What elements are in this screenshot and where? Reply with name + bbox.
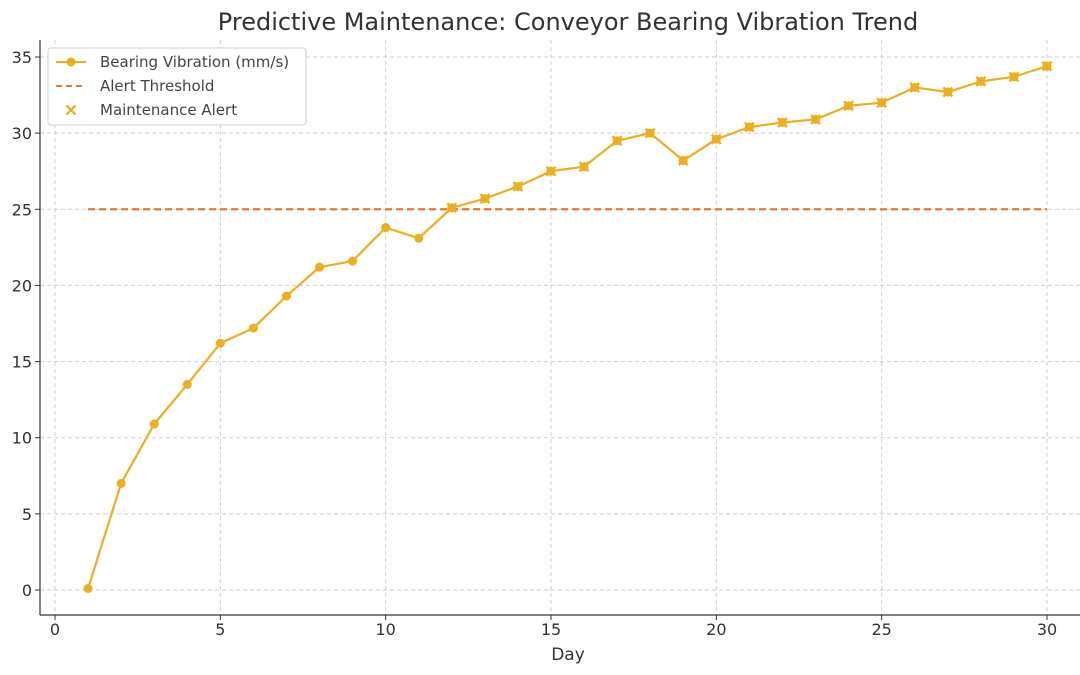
legend-dot-marker — [66, 57, 76, 67]
maintenance-alert-marker — [975, 76, 987, 87]
vibration-point — [414, 233, 424, 243]
legend-x-marker — [65, 104, 77, 116]
axes — [35, 40, 1080, 620]
maintenance-alert-marker — [1008, 71, 1020, 83]
vibration-point — [348, 256, 358, 266]
vibration-point — [281, 291, 291, 301]
maintenance-alert-marker — [677, 155, 689, 166]
x-tick-label: 5 — [215, 620, 225, 639]
chart-title: Predictive Maintenance: Conveyor Bearing… — [218, 8, 918, 36]
vibration-point — [116, 478, 126, 488]
y-tick-label: 25 — [12, 200, 32, 219]
y-tick-label: 20 — [12, 276, 32, 295]
maintenance-alert-marker — [446, 202, 458, 214]
maintenance-alert-marker — [1041, 60, 1053, 72]
legend-label-threshold: Alert Threshold — [100, 77, 214, 95]
maintenance-alert-marker — [777, 117, 788, 128]
vibration-point — [182, 379, 192, 389]
maintenance-alert-marker — [876, 97, 888, 109]
legend-label-alert: Maintenance Alert — [100, 101, 237, 119]
legend-item-alert: Maintenance Alert — [65, 101, 237, 119]
legend-box — [47, 47, 307, 126]
maintenance-alert-marker — [843, 100, 854, 112]
x-tick-label: 25 — [871, 620, 891, 639]
maintenance-alert-marker — [644, 127, 656, 139]
x-axis-label: Day — [551, 645, 585, 665]
x-tick-label: 15 — [541, 620, 561, 639]
vibration-point — [149, 419, 159, 429]
maintenance-alert-marker — [942, 86, 954, 98]
legend-label-vibration: Bearing Vibration (mm/s) — [100, 53, 289, 71]
maintenance-alert-marker — [909, 82, 921, 93]
maintenance-alert-marker — [479, 193, 491, 204]
x-tick-label: 0 — [50, 620, 60, 639]
y-tick-label: 35 — [12, 48, 32, 67]
maintenance-alert-marker — [545, 165, 557, 177]
tick-labels: 0 5 10 15 20 25 30 0 5 10 15 20 25 30 35 — [12, 48, 1058, 639]
vibration-point — [215, 338, 225, 348]
maintenance-alert-marker — [611, 135, 623, 147]
vibration-series — [83, 61, 1052, 593]
maintenance-alert-marker — [744, 121, 755, 133]
legend: Bearing Vibration (mm/s) Alert Threshold… — [47, 47, 307, 126]
legend-item-vibration: Bearing Vibration (mm/s) — [56, 53, 289, 71]
maintenance-alert-marker — [578, 161, 590, 172]
y-tick-label: 0 — [22, 581, 32, 600]
y-tick-label: 5 — [22, 505, 32, 524]
maintenance-alert-marker — [512, 181, 524, 192]
x-tick-label: 10 — [375, 620, 395, 639]
vibration-point — [248, 323, 258, 333]
x-tick-label: 20 — [706, 620, 726, 639]
vibration-point — [315, 262, 325, 272]
y-tick-label: 30 — [12, 124, 32, 143]
maintenance-alert-series — [446, 60, 1053, 214]
vibration-line — [87, 65, 1048, 589]
x-tick-label: 30 — [1037, 620, 1057, 639]
y-tick-label: 10 — [12, 429, 32, 448]
vibration-point — [381, 223, 391, 233]
y-tick-label: 15 — [12, 353, 32, 372]
maintenance-alert-marker — [710, 133, 722, 145]
legend-item-threshold: Alert Threshold — [56, 77, 214, 95]
vibration-point — [83, 583, 93, 593]
maintenance-alert-marker — [810, 114, 821, 125]
grid — [40, 40, 1080, 615]
